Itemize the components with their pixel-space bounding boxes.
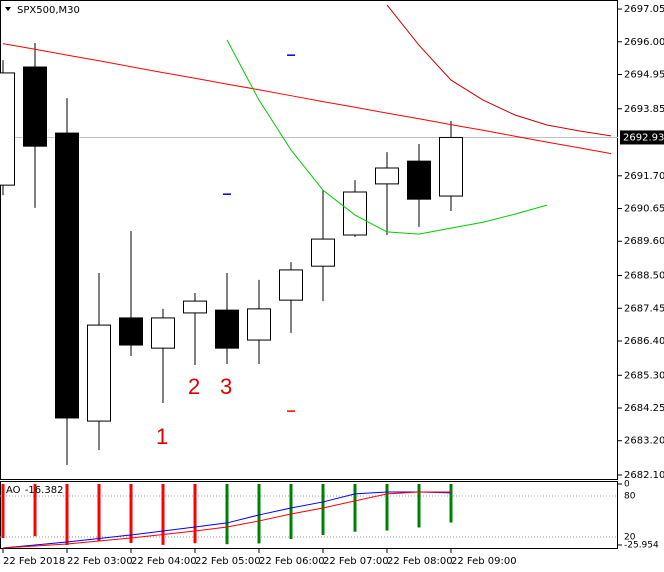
y-tick-label: 2682.10 <box>624 470 664 481</box>
candle-body <box>119 317 143 346</box>
ao-bar <box>225 484 229 545</box>
ao-bar <box>257 484 261 544</box>
candle-body <box>375 167 399 185</box>
candle-body <box>55 132 79 419</box>
x-tick-label: 22 Feb 09:00 <box>451 556 517 567</box>
y-tick-label: 0 <box>624 480 630 490</box>
indicator-value: -16.382 <box>25 485 64 496</box>
oscillator-line <box>2 491 451 549</box>
candle-body <box>343 191 367 236</box>
ao-bar <box>97 484 101 542</box>
y-tick-label: -25.954 <box>624 541 659 551</box>
indicator-frame <box>0 481 618 549</box>
y2-tick-label: 20 <box>624 533 636 543</box>
candle-body <box>311 238 335 267</box>
candle-body <box>0 72 15 186</box>
x-tick-label: 22 Feb 06:00 <box>259 556 325 567</box>
y-tick-label: 2690.65 <box>624 204 664 215</box>
y-tick-label: 2686.40 <box>624 336 664 347</box>
y-tick-label: 2691.70 <box>624 171 664 182</box>
indicator-name: AO <box>6 485 21 496</box>
indicator-line <box>2 43 612 155</box>
chart-title: SPX500,M30 <box>17 5 80 16</box>
ao-bar <box>193 484 197 544</box>
indicator-label: AO -16.382 <box>6 485 63 496</box>
candle-body <box>151 317 175 349</box>
ao-bar <box>65 484 69 545</box>
candle-body <box>23 66 47 147</box>
ao-bar <box>353 484 357 532</box>
last-price-label: 2692.93 <box>623 132 664 143</box>
y-tick-label: 2697.05 <box>624 4 664 15</box>
y-tick-label: 2684.25 <box>624 403 664 414</box>
x-tick-label: 22 Feb 05:00 <box>195 556 261 567</box>
axes: 2697.05 2696.00 2694.95 2693.85 2691.70 2690.… <box>2 4 664 567</box>
candle-body <box>279 269 303 301</box>
ao-bar <box>449 484 453 523</box>
last-price-box <box>620 130 664 145</box>
y-tick-label: 2689.60 <box>624 236 664 247</box>
ao-bar <box>385 484 389 531</box>
main-plot <box>0 4 618 466</box>
candle-body <box>407 160 431 200</box>
ao-bar <box>1 484 5 539</box>
x-tick-label: 22 Feb 03:00 <box>67 556 133 567</box>
y-tick-label: 2688.50 <box>624 271 664 282</box>
y-tick-label: 2694.95 <box>624 69 664 80</box>
annotation: 1 <box>156 424 168 449</box>
y-tick-label: 2687.45 <box>624 303 664 314</box>
y-tick-label: 2683.20 <box>624 436 664 447</box>
ao-bar <box>129 484 133 543</box>
ao-bar <box>161 484 165 545</box>
y-tick-label: 2693.85 <box>624 104 664 115</box>
menu-icon <box>5 7 11 11</box>
candle-body <box>215 309 239 349</box>
candle-body <box>247 308 271 341</box>
x-tick-label: 22 Feb 2018 <box>3 556 65 567</box>
y-tick-label: 2685.30 <box>624 370 664 381</box>
main-frame <box>0 0 618 480</box>
ao-bar <box>417 484 421 528</box>
annotation: 2 <box>188 374 200 399</box>
ao-bar <box>289 484 293 539</box>
indicator-line <box>386 4 612 137</box>
ao-bar <box>33 484 37 537</box>
candle-body <box>183 300 207 314</box>
x-tick-label: 22 Feb 07:00 <box>323 556 389 567</box>
indicator-plot <box>0 484 618 549</box>
x-tick-label: 22 Feb 08:00 <box>387 556 453 567</box>
oscillator-line <box>2 491 452 549</box>
annotation: 3 <box>220 374 232 399</box>
y-tick-label: 2696.00 <box>624 37 664 48</box>
candle-body <box>439 136 463 197</box>
x-tick-label: 22 Feb 04:00 <box>131 556 197 567</box>
y2-tick-label: 80 <box>624 491 636 501</box>
indicator-line <box>226 39 548 235</box>
candle-body <box>87 324 111 422</box>
ao-bar <box>321 484 325 536</box>
